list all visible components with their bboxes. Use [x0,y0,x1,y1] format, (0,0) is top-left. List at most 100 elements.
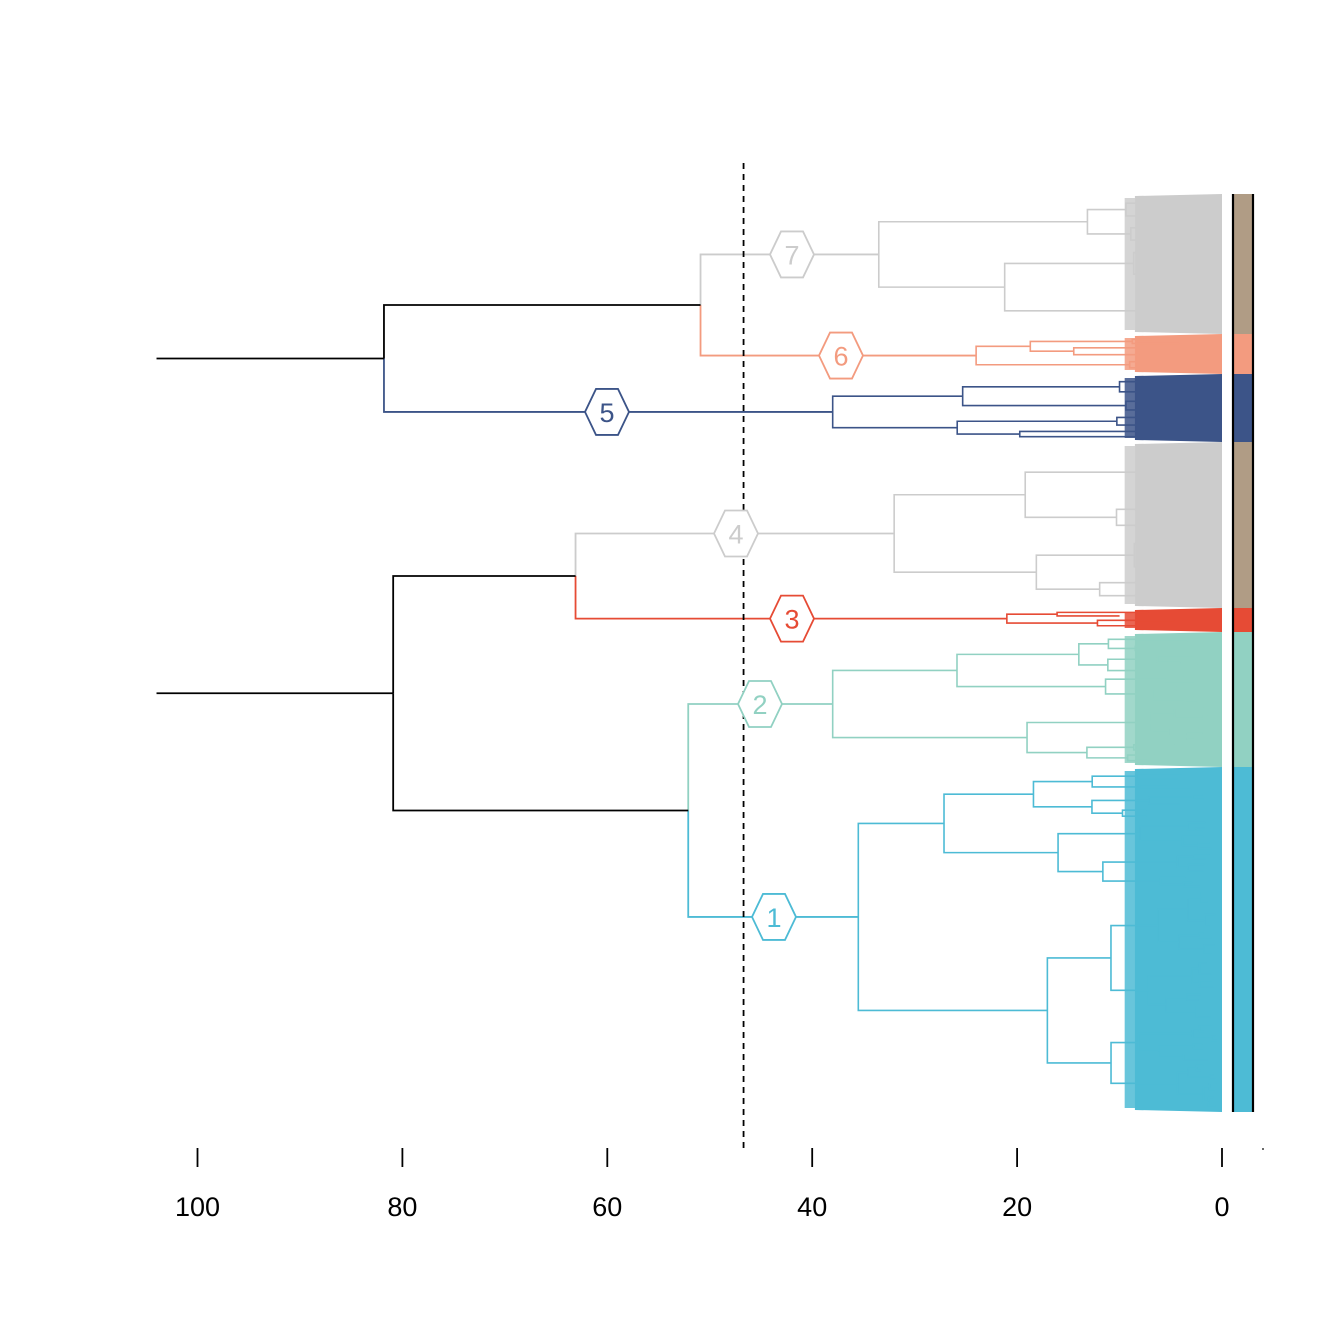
branch-elbow [877,220,1088,288]
branch-elbow [1155,266,1194,282]
leaf-fan-edge-1 [1124,771,1137,1108]
badge-hexagon [584,388,630,436]
bar-segment-5 [1233,374,1253,442]
cluster-badge-7: 7 [769,230,815,279]
branch-elbow [1194,827,1205,833]
branch-elbow [975,345,1130,366]
cluster-subtree-2 [831,636,1216,762]
merge-43-21-a [392,575,576,694]
cluster-badge-5: 5 [584,388,630,436]
branch-elbow [1046,957,1112,1064]
axis-end-dot [1262,1148,1264,1150]
branch-elbow [1110,1041,1178,1085]
branch-elbow [1191,967,1200,985]
x-tick-label: 80 [387,1192,417,1222]
branch-elbow [1205,474,1212,483]
bar-segment-6 [1233,334,1253,374]
branch-elbow [1134,645,1170,652]
cluster-subtree-7 [877,199,1213,330]
branch-elbow [1187,1067,1210,1078]
branch-elbow [1176,323,1206,330]
branch-elbow [1169,263,1203,271]
branch-elbow [831,395,963,429]
badge-hexagon [737,680,783,728]
branch-elbow [1078,643,1109,666]
badge-hexagon [769,594,815,643]
branch-elbow [1209,459,1215,469]
branch-elbow [1202,714,1214,723]
cluster-badge-6: 6 [818,331,864,380]
cluster-badge-1: 1 [751,893,797,941]
branch-elbow [1133,542,1184,568]
branch-elbow [1192,275,1203,287]
branch-elbow [1003,262,1141,312]
branch-elbow [1170,212,1191,220]
merge-2-1-a [687,703,833,811]
branch-elbow [1035,554,1135,590]
branch-elbow [1118,380,1176,393]
branch-elbow [1183,559,1209,574]
branch-elbow [1157,908,1189,944]
branch-elbow [1174,378,1202,386]
x-tick-label: 100 [175,1192,220,1222]
branch-elbow [1131,338,1180,345]
branch-elbow [1159,876,1186,886]
merge-2-1-b [687,810,859,918]
branch-elbow [1198,1025,1213,1033]
branch-elbow [1192,853,1210,860]
branch-elbow [1029,340,1133,353]
badge-hexagon [769,230,815,279]
x-axis: 100 80 60 40 20 0 [175,1148,1264,1222]
branch-elbow [1181,835,1204,847]
branch-elbow [1187,210,1210,216]
cluster-subtree-4 [893,445,1218,604]
branch-elbow [1189,253,1200,260]
x-tick-label: 60 [592,1192,622,1222]
cluster-label-7: 7 [784,240,799,270]
branch-elbow [1096,619,1175,627]
cluster-subtree-1 [857,772,1218,1107]
branch-elbow [1205,569,1216,576]
merge-4-3-b [574,576,1007,620]
branch-elbow [1026,721,1152,754]
branch-elbow [1162,223,1192,233]
branch-elbow [1200,534,1212,542]
cluster-label-3: 3 [784,605,799,635]
branch-elbow [1098,581,1179,597]
dendrogram-branches [156,199,1218,1107]
cluster-label-5: 5 [599,398,614,428]
bar-segment-7 [1233,194,1253,334]
branch-elbow [1091,775,1140,788]
x-tick-label: 40 [797,1192,827,1222]
branch-elbow [1086,208,1131,235]
branch-elbow [1132,743,1189,751]
cluster-label-6: 6 [833,342,848,372]
cluster-badge-3: 3 [769,594,815,643]
branch-elbow [831,669,1028,739]
branch-elbow [1136,636,1188,643]
branch-elbow [1200,891,1212,903]
branch-elbow [1176,855,1194,869]
cluster-badges: 1 2 3 4 5 6 7 [584,230,864,941]
merge-43-21-b [392,693,689,812]
merge-4-3-a [574,532,895,577]
branch-elbow [1150,711,1175,733]
branch-elbow [1176,1071,1204,1095]
badge-hexagon [751,893,797,941]
branch-elbow [1191,793,1204,801]
branch-elbow [1187,896,1205,922]
branch-elbow [1201,315,1212,321]
branch-elbow [1195,1005,1211,1018]
cluster-badge-2: 2 [737,680,783,728]
branch-elbow [857,822,1048,1012]
branch-elbow [961,385,1126,407]
branch-elbow [1213,457,1218,464]
cluster-label-1: 1 [766,903,781,933]
branch-elbow [1137,351,1188,358]
cluster-label-2: 2 [752,690,767,720]
branch-elbow [956,653,1106,688]
leaf-fan-edge-5 [1124,378,1137,438]
merge-76-5-b [383,358,833,413]
bar-segment-2 [1233,632,1253,767]
bar-segment-1 [1233,767,1253,1112]
